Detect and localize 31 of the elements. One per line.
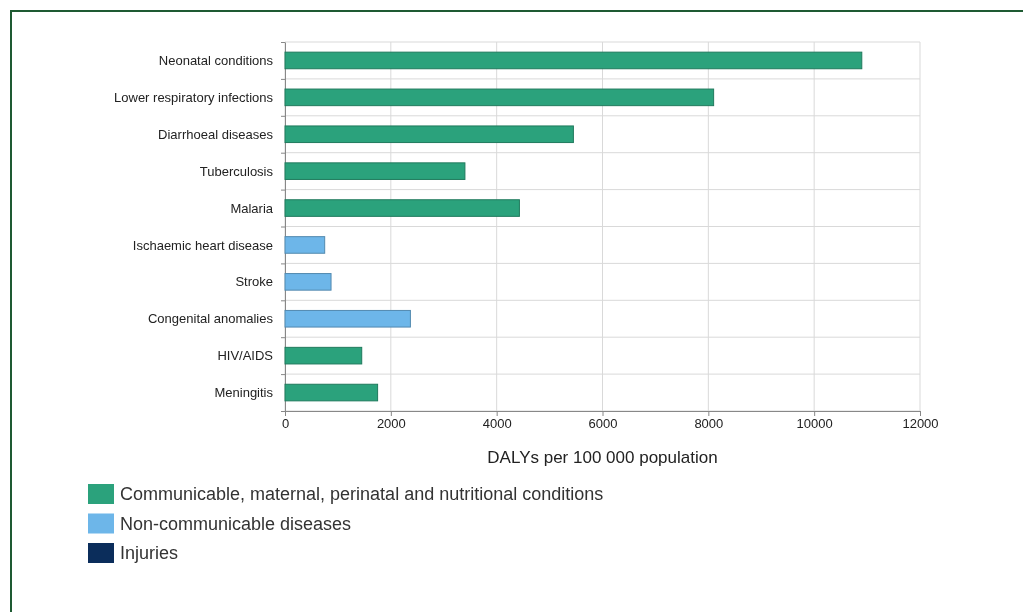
x-tick-label: 2000 — [376, 416, 406, 432]
legend-label: Non-communicable diseases — [120, 513, 352, 534]
bar — [284, 125, 574, 144]
x-tick-label: 12000 — [902, 416, 939, 432]
x-tick-label: 4000 — [482, 416, 512, 432]
y-tick-label: Tuberculosis — [199, 163, 274, 179]
bar — [284, 199, 520, 217]
x-tick-label: 10000 — [796, 416, 833, 432]
bar — [284, 236, 326, 254]
y-tick-label: Meningitis — [214, 385, 274, 401]
bar — [284, 346, 363, 365]
y-tick-label: Stroke — [235, 274, 273, 290]
y-tick-label: Lower respiratory infections — [114, 89, 274, 105]
legend-label: Communicable, maternal, perinatal and nutritional conditions — [120, 484, 604, 505]
x-tick-label: 8000 — [694, 416, 724, 432]
bar — [284, 162, 466, 180]
x-tick-label: 6000 — [588, 416, 618, 432]
y-tick-label: Neonatal conditions — [158, 53, 274, 68]
y-tick-label: Diarrhoeal diseases — [158, 126, 274, 142]
bar — [284, 273, 332, 291]
legend-label: Injuries — [120, 543, 179, 564]
y-tick-label: Ischaemic heart disease — [132, 237, 273, 253]
bar — [284, 88, 715, 107]
y-tick-label: Malaria — [230, 200, 274, 216]
y-tick-label: HIV/AIDS — [217, 348, 274, 364]
bar — [284, 309, 411, 328]
bar — [284, 51, 863, 70]
y-tick-label: Congenital anomalies — [147, 311, 274, 327]
x-tick-label: 0 — [281, 416, 290, 432]
bar — [284, 383, 379, 402]
x-axis-title: DALYs per 100 000 population — [487, 448, 718, 467]
